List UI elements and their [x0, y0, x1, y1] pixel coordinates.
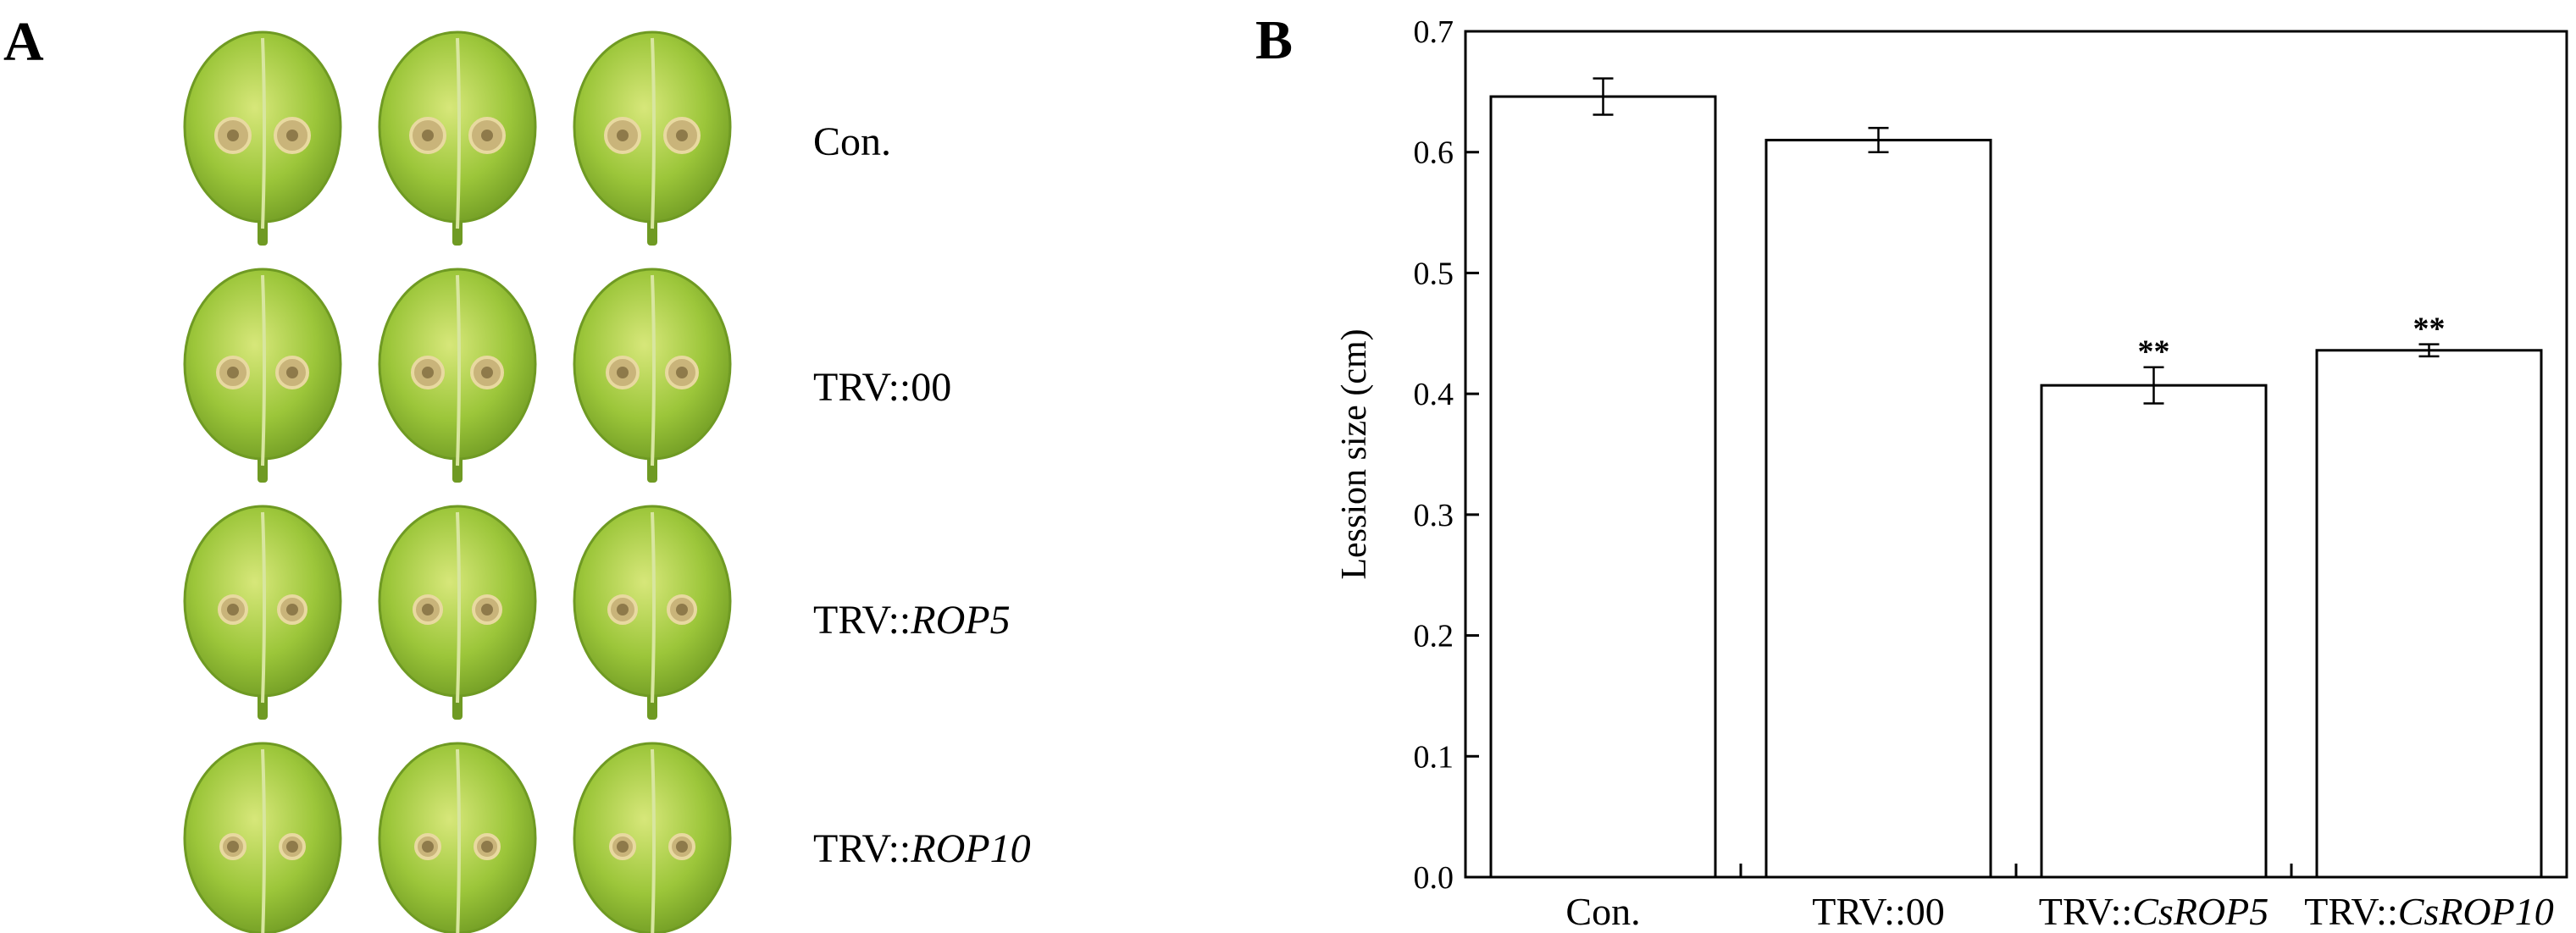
- bar: [2040, 384, 2268, 879]
- panel-a-letter: A: [3, 11, 44, 73]
- leaf-row-label-gene: ROP5: [911, 598, 1011, 643]
- significance-marker: **: [2413, 312, 2446, 347]
- x-tick-label-gene: CsROP5: [2132, 890, 2269, 933]
- error-bar: [2143, 366, 2164, 405]
- leaf-image: [183, 505, 342, 720]
- leaf-image: [573, 30, 732, 246]
- x-tick-label-prefix: TRV::00: [1812, 890, 1944, 933]
- leaf-row-label: TRV::00: [813, 364, 951, 411]
- y-tick-label: 0.7: [1414, 14, 1454, 50]
- x-tick-label-prefix: Con.: [1565, 890, 1640, 933]
- x-tick-label-gene: CsROP10: [2398, 890, 2554, 933]
- leaf-image: [573, 505, 732, 720]
- leaf-image: [183, 742, 342, 933]
- y-axis-label: Lession size (cm): [1335, 328, 1374, 579]
- panel-a: A Con. TRV::00 TRV::ROP5 TRV::ROP10: [0, 0, 1254, 933]
- leaf-row-label-prefix: Con.: [813, 119, 892, 164]
- leaf-row-label-gene: ROP10: [911, 826, 1031, 871]
- leaf-photo-grid: [183, 30, 732, 933]
- y-tick-label: 0.0: [1414, 860, 1454, 896]
- bar: [2315, 349, 2543, 879]
- leaf-row-label-prefix: TRV::: [813, 826, 911, 871]
- leaf-row-label: TRV::ROP5: [813, 597, 1011, 643]
- bar: [1764, 138, 1992, 879]
- leaf-image: [183, 268, 342, 483]
- leaf-image: [378, 505, 537, 720]
- y-tick-label: 0.2: [1414, 619, 1454, 654]
- x-tick-label-prefix: TRV::: [2039, 890, 2132, 933]
- error-bar: [2418, 343, 2440, 358]
- leaf-image: [378, 30, 537, 246]
- leaf-image: [573, 268, 732, 483]
- error-bar: [1868, 126, 1889, 153]
- x-tick-label: TRV::CsROP10: [2304, 890, 2553, 933]
- y-tick-label: 0.3: [1414, 498, 1454, 533]
- y-tick-label: 0.6: [1414, 135, 1454, 171]
- panel-b: B 0.0 0.1 0.2 0.3 0.4 0.5 0.6 0.7 Lession size (…: [1254, 0, 2576, 933]
- significance-marker: **: [2138, 334, 2170, 370]
- leaf-row-label-prefix: TRV::00: [813, 365, 952, 410]
- leaf-row-label: Con.: [813, 119, 891, 165]
- x-tick-label: TRV::CsROP5: [2039, 890, 2269, 933]
- panel-b-letter: B: [1255, 9, 1294, 71]
- leaf-row-label: TRV::ROP10: [813, 825, 1031, 872]
- lesion-size-bar-chart: 0.0 0.1 0.2 0.3 0.4 0.5 0.6 0.7 Lession size (cm…: [1335, 14, 2568, 933]
- bar: [1489, 95, 1717, 879]
- x-tick-label-prefix: TRV::: [2304, 890, 2397, 933]
- x-tick-label: Con.: [1565, 890, 1640, 933]
- x-tick-label: TRV::00: [1812, 890, 1944, 933]
- y-tick-label: 0.4: [1414, 377, 1454, 412]
- leaf-image: [378, 268, 537, 483]
- leaf-image: [183, 30, 342, 246]
- error-bar: [1593, 77, 1614, 116]
- leaf-image: [378, 742, 537, 933]
- leaf-image: [573, 742, 732, 933]
- y-tick-label: 0.1: [1414, 739, 1454, 775]
- leaf-row-label-prefix: TRV::: [813, 598, 911, 643]
- y-tick-label: 0.5: [1414, 256, 1454, 291]
